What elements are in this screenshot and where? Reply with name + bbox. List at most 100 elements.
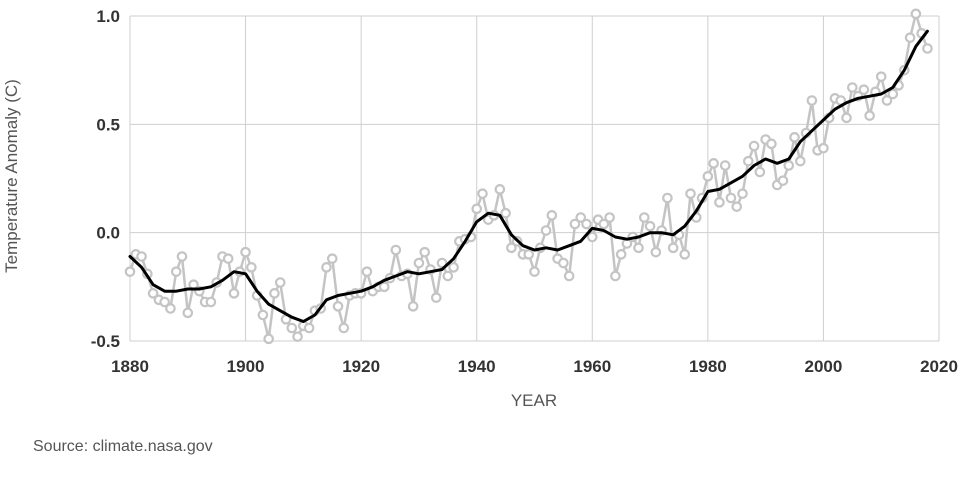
annual-point [263,333,274,345]
y-axis-title: Temperature Anomaly (C) [2,79,21,273]
annual-point [506,242,517,254]
annual-point [910,8,922,20]
annual-point [598,218,610,230]
y-tick-label: 0.0 [96,224,120,243]
source-caption: Source: climate.nasa.gov [33,438,213,455]
annual-point [743,155,754,167]
annual-point [806,95,818,106]
annual-point [326,253,338,264]
annual-point [303,322,315,334]
annual-point [390,244,402,256]
annual-point [286,322,298,334]
annual-point [332,301,344,312]
annual-point [124,266,136,277]
annual-point [725,192,737,204]
annual-point [222,253,234,264]
annual-point [430,292,442,303]
annual-point [182,307,194,319]
annual-point [685,188,696,199]
x-tick-label: 1900 [227,357,265,376]
annual-line [128,12,929,341]
annual-point [407,301,419,312]
annual-point [887,88,899,100]
annual-point [702,171,714,182]
annual-point [240,246,251,258]
annual-point [159,296,170,308]
annual-point [789,132,800,143]
annual-point [881,95,893,106]
annual-point [361,266,373,277]
temperature-anomaly-chart: 1.0 0.5 0.0 -0.5 1880 1900 1920 1940 1960 1980 20… [2,7,958,410]
x-tick-label: 1980 [689,357,727,376]
y-tick-label: -0.5 [91,332,120,351]
annual-point [719,160,731,171]
y-axis-ticks: 1.0 0.5 0.0 -0.5 [91,7,120,351]
annual-point [667,242,679,254]
annual-point [413,257,425,269]
annual-point [754,166,766,178]
annual-point [523,249,535,260]
smoothed-line [128,29,929,323]
annual-point [540,225,552,236]
annual-point [274,277,286,288]
annual-point [783,160,795,171]
annual-point [662,192,673,204]
annual-point [922,43,933,54]
annual-point [569,218,581,230]
annual-point [477,188,488,199]
annual-point [448,262,459,273]
annual-point [442,270,454,282]
annual-point [529,266,540,277]
annual-point [338,322,350,334]
annual-point [679,249,691,260]
annual-point [228,288,240,299]
annual-point [638,212,650,223]
annual-point [581,218,592,230]
annual-point [205,296,217,308]
annual-point [615,249,627,260]
annual-point [604,212,615,223]
annual-point [841,112,852,124]
annual-point [246,262,257,273]
annual-point [494,184,506,195]
annual-point [257,309,269,321]
annual-point [575,212,587,223]
annual-point [818,142,829,154]
annual-point [633,242,644,254]
annual-point [471,203,483,215]
x-tick-label: 1960 [573,357,611,376]
grid [129,15,940,342]
annual-point [436,257,448,269]
annual-point [644,220,656,232]
annual-point [321,262,332,273]
x-axis-ticks: 1880 1900 1920 1940 1960 1980 2000 2020 [111,357,958,376]
annual-point [875,71,887,82]
annual-point [136,251,147,262]
x-tick-label: 2000 [805,357,843,376]
annual-point [858,84,870,95]
x-tick-label: 1920 [342,357,380,376]
smoothed-series [128,29,929,323]
annual-point [748,140,760,152]
annual-point [904,32,916,43]
annual-point [292,331,303,342]
annual-point [419,246,431,258]
annual-point [795,155,806,167]
annual-point [563,270,575,282]
annual-point [269,288,280,299]
annual-point [766,138,777,150]
annual-point [546,210,558,221]
annual-point [847,82,858,93]
y-tick-label: 1.0 [96,7,120,26]
x-tick-label: 2020 [920,357,958,376]
annual-point [147,288,159,299]
annual-point [864,110,875,121]
annual-series [124,8,933,345]
x-tick-label: 1940 [458,357,496,376]
annual-point [378,281,390,293]
annual-point [586,231,598,243]
annual-point [558,257,569,269]
annual-point [708,158,719,169]
y-tick-label: 0.5 [96,115,120,134]
annual-point [176,251,188,262]
